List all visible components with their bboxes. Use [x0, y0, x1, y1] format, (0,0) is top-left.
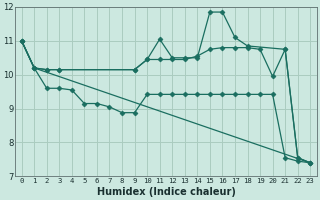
X-axis label: Humidex (Indice chaleur): Humidex (Indice chaleur)	[97, 187, 236, 197]
